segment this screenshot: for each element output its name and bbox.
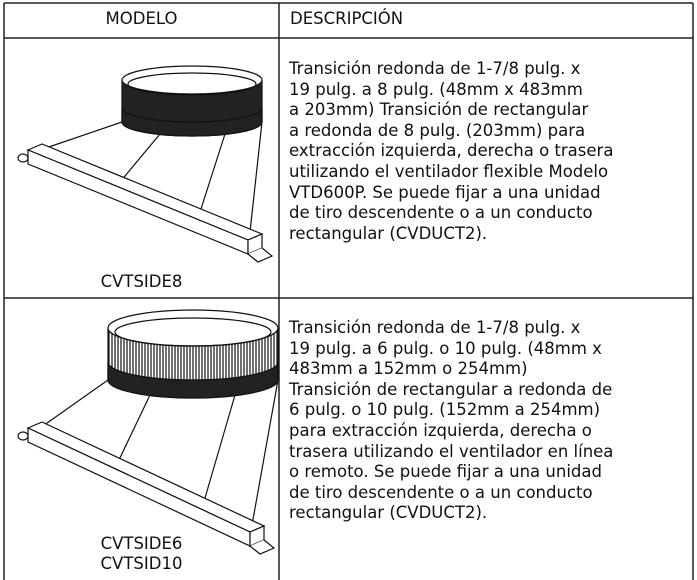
description-line: rectangular (CVDUCT2). (289, 223, 488, 243)
description-line: de tiro descendente o a un conducto (289, 482, 593, 502)
description-line: a redonda de 8 pulg. (203mm) para (289, 120, 586, 140)
model-name: CVTSIDE8 (100, 272, 183, 292)
description-line: Transición de rectangular a redonda de (289, 379, 613, 399)
description-line: rectangular (CVDUCT2). (289, 503, 488, 523)
description-line: 19 pulg. a 6 pulg. o 10 pulg. (48mm x (289, 338, 602, 358)
description-line: trasera utilizando el ventilador en líne… (289, 441, 614, 461)
description-line: o remoto. Se puede fijar a una unidad (289, 462, 602, 482)
duct-drawing-1 (17, 65, 274, 263)
description-line: de tiro descendente o a un conducto (289, 203, 593, 223)
description-line: extracción izquierda, derecha o trasera (289, 141, 614, 161)
description-line: 483mm a 152mm o 254mm) (289, 359, 528, 379)
description-line: Transición redonda de 1-7/8 pulg. x (289, 59, 581, 78)
description-line: Transición redonda de 1-7/8 pulg. x (289, 318, 581, 337)
header-description: DESCRIPCIÓN (290, 9, 404, 28)
description-line: para extracción izquierda, derecha o (289, 421, 592, 440)
description-line: utilizando el ventilador flexible Modelo (289, 162, 609, 181)
description-line: VTD600P. Se puede fijar a una unidad (289, 182, 601, 202)
model-name: CVTSIDE6 (100, 533, 183, 553)
model-name: CVTSID10 (100, 554, 183, 574)
description-line: 19 pulg. a 8 pulg. (48mm x 483mm (289, 79, 583, 99)
description-line: a 203mm) Transición de rectangular (289, 100, 589, 120)
header-model: MODELO (105, 9, 178, 28)
duct-drawing-2 (17, 309, 279, 555)
description-line: 6 pulg. o 10 pulg. (152mm a 254mm) (289, 400, 601, 420)
